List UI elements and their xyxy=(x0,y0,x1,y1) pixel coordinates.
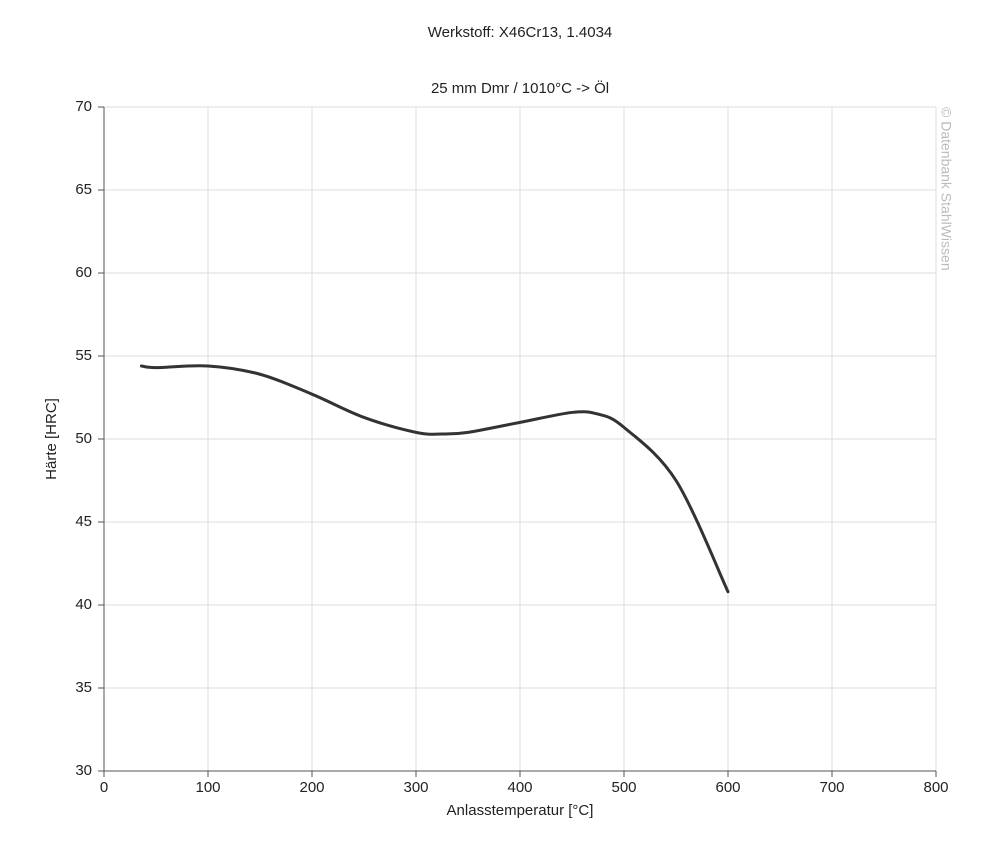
x-tick-label: 200 xyxy=(299,779,324,796)
data-line xyxy=(139,364,730,594)
y-tick-label: 30 xyxy=(75,762,92,779)
x-tick-label: 0 xyxy=(100,779,108,796)
y-tick-label: 35 xyxy=(75,679,92,696)
x-tick-label: 400 xyxy=(507,779,532,796)
x-tick-label: 600 xyxy=(715,779,740,796)
x-axis-label: Anlasstemperatur [°C] xyxy=(447,802,594,819)
chart-subtitle: 25 mm Dmr / 1010°C -> Öl xyxy=(431,79,609,97)
y-tick-label: 45 xyxy=(75,513,92,530)
y-axis-label: Härte [HRC] xyxy=(43,398,60,480)
watermark: © Datenbank StahlWissen xyxy=(938,107,954,271)
x-tick-label: 100 xyxy=(195,779,220,796)
x-tick-label: 800 xyxy=(923,779,948,796)
chart-title: Werkstoff: X46Cr13, 1.4034 xyxy=(428,24,613,41)
y-tick-label: 50 xyxy=(75,430,92,447)
y-tick-label: 40 xyxy=(75,596,92,613)
y-tick-label: 55 xyxy=(75,347,92,364)
y-tick-label: 70 xyxy=(75,98,92,115)
x-tick-label: 700 xyxy=(819,779,844,796)
x-tick-label: 500 xyxy=(611,779,636,796)
y-tick-label: 60 xyxy=(75,264,92,281)
y-tick-label: 65 xyxy=(75,181,92,198)
x-tick-label: 300 xyxy=(403,779,428,796)
